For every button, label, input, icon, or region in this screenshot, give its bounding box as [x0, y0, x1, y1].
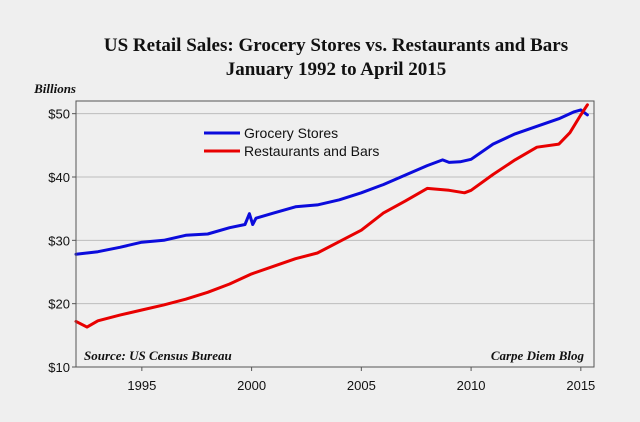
series-line-0 [74, 108, 589, 256]
y-tick-label: $40 [48, 170, 70, 185]
y-axis-ticks: $10 $20 $30 $40 $50 [48, 107, 76, 375]
x-axis-ticks: 1995 2000 2005 2010 2015 [127, 367, 595, 393]
chart-title: US Retail Sales: Grocery Stores vs. Rest… [104, 35, 568, 56]
x-tick-label: 2010 [457, 378, 486, 393]
y-tick-label: $10 [48, 360, 70, 375]
credit-note: Carpe Diem Blog [491, 348, 585, 363]
x-tick-label: 2000 [237, 378, 266, 393]
source-note: Source: US Census Bureau [84, 348, 232, 363]
series-line-1 [74, 103, 589, 329]
series-lines [74, 103, 589, 329]
y-tick-label: $20 [48, 297, 70, 312]
legend-label-1: Restaurants and Bars [244, 143, 379, 159]
legend: Grocery Stores Restaurants and Bars [204, 125, 379, 159]
chart-subtitle: January 1992 to April 2015 [226, 59, 447, 80]
plot-area-border [75, 100, 595, 368]
y-tick-label: $30 [48, 233, 70, 248]
x-tick-label: 2015 [566, 378, 595, 393]
y-tick-label: $50 [48, 107, 70, 122]
x-tick-label: 2005 [347, 378, 376, 393]
legend-label-0: Grocery Stores [244, 125, 338, 141]
x-tick-label: 1995 [127, 378, 156, 393]
y-axis-label: Billions [33, 81, 76, 96]
